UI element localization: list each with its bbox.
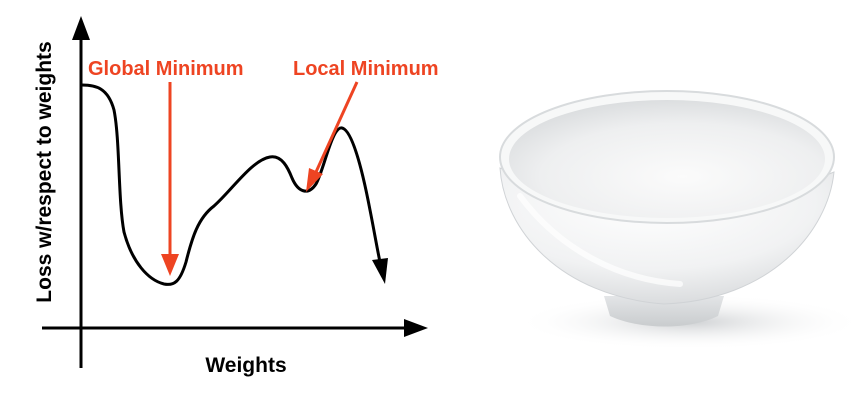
bowl-image xyxy=(499,90,865,350)
bowl-interior xyxy=(509,100,825,218)
x-axis-label: Weights xyxy=(205,354,286,377)
bowl-foot xyxy=(604,296,724,327)
x-axis-arrowhead xyxy=(404,319,428,337)
bowl-highlight xyxy=(517,193,683,287)
loss-curve-arrowhead xyxy=(372,258,388,284)
global-minimum-arrowhead xyxy=(161,254,179,276)
y-axis-label: Loss w/respect to weights xyxy=(33,41,56,302)
local-minimum-arrowhead xyxy=(306,168,323,192)
local-minimum-annotation: Local Minimum xyxy=(293,58,439,192)
diagram-axes xyxy=(42,16,428,368)
loss-curve xyxy=(80,83,382,286)
local-minimum-arrow-shaft xyxy=(314,81,359,173)
global-minimum-label: Global Minimum xyxy=(88,58,244,80)
y-axis-arrowhead xyxy=(72,16,90,40)
local-minimum-label: Local Minimum xyxy=(293,58,439,80)
global-minimum-annotation: Global Minimum xyxy=(88,58,244,276)
